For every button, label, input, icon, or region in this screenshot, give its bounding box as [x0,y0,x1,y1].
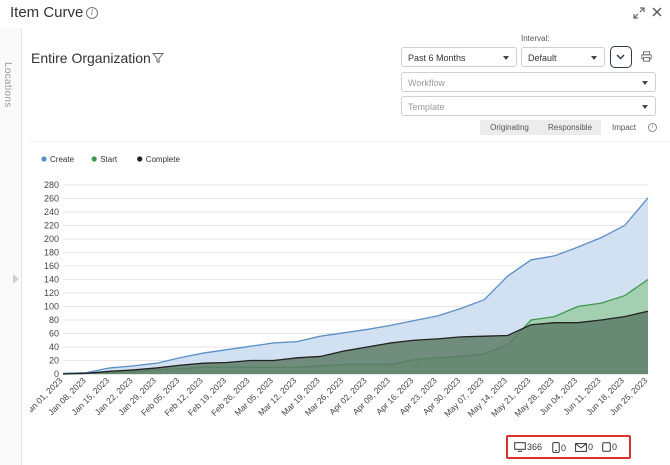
displays-count: 366 [514,442,542,452]
y-tick-label: 280 [44,180,59,190]
tablet-icon [602,442,611,452]
chevron-down-icon [503,56,509,60]
impact-info-icon[interactable]: i [648,123,657,132]
legend-label-start: Start [100,155,118,164]
template-select[interactable]: Template [401,96,656,116]
y-tick-label: 240 [44,207,59,217]
chevron-down-icon [591,56,597,60]
y-tick-label: 60 [49,329,59,339]
sidebar-label: Locations [2,62,13,108]
template-select-placeholder: Template [408,102,445,112]
legend-label-complete: Complete [146,155,181,164]
y-tick-label: 20 [49,356,59,366]
y-tick-label: 80 [49,315,59,325]
segment-originating[interactable]: Originating [480,120,539,135]
close-icon[interactable] [651,6,663,18]
legend-marker-create [41,156,47,162]
other-count: 0 [602,442,617,452]
expand-icon[interactable] [633,7,645,19]
scope-title: Entire Organization [31,50,151,66]
window-title: Item Curve [10,4,84,21]
item-curve-chart: 0 20 40 60 80 100 120 140 160 180 200 220 240 260 280 J… [23,141,670,465]
y-tick-label: 100 [44,302,59,312]
area-create [63,197,648,374]
summary-counts: 366 0 0 0 [506,435,631,459]
y-tick-label: 220 [44,221,59,231]
chart-svg: 020406080100120140160180200220240260280J… [23,155,650,419]
interval-select[interactable]: Default [521,47,605,67]
info-icon[interactable]: i [86,7,98,19]
mail-icon [575,442,587,452]
workflow-select-placeholder: Workflow [408,78,445,88]
chevron-down-icon [642,105,648,109]
y-tick-label: 140 [44,275,59,285]
interval-label: Interval: [521,34,550,43]
legend-marker-start [91,156,97,162]
y-tick-label: 200 [44,234,59,244]
window-header: Item Curve i [0,0,670,28]
mobile-count-value: 0 [561,442,567,453]
series-line-complete [62,310,649,375]
displays-count-value: 366 [527,442,543,452]
phone-icon [552,442,560,453]
series-line-create [62,197,649,374]
area-complete [63,311,648,374]
filter-icon[interactable] [152,52,164,64]
y-tick-label: 180 [44,248,59,258]
expand-sidebar-arrow-icon[interactable] [13,274,19,284]
y-tick-label: 120 [44,288,59,298]
y-tick-label: 40 [49,342,59,352]
legend-label-create: Create [50,155,75,164]
collapse-filters-button[interactable] [610,46,632,68]
chevron-down-icon [642,81,648,85]
y-tick-label: 260 [44,194,59,204]
other-count-value: 0 [612,442,618,452]
workflow-select[interactable]: Workflow [401,72,656,92]
legend-marker-complete [137,156,143,162]
mobile-count: 0 [552,442,566,453]
y-tick-label: 160 [44,261,59,271]
mail-count: 0 [575,442,593,452]
period-select[interactable]: Past 6 Months [401,47,517,67]
monitor-icon [514,442,526,452]
segment-responsible[interactable]: Responsible [539,120,601,135]
mail-count-value: 0 [588,442,594,452]
segment-impact[interactable]: Impact [611,123,636,132]
chevron-down-icon [616,54,625,60]
y-tick-label: 0 [54,369,59,379]
interval-select-value: Default [528,53,557,63]
print-icon[interactable] [641,51,652,62]
period-select-value: Past 6 Months [408,53,466,63]
locations-sidebar[interactable]: Locations [0,28,22,465]
